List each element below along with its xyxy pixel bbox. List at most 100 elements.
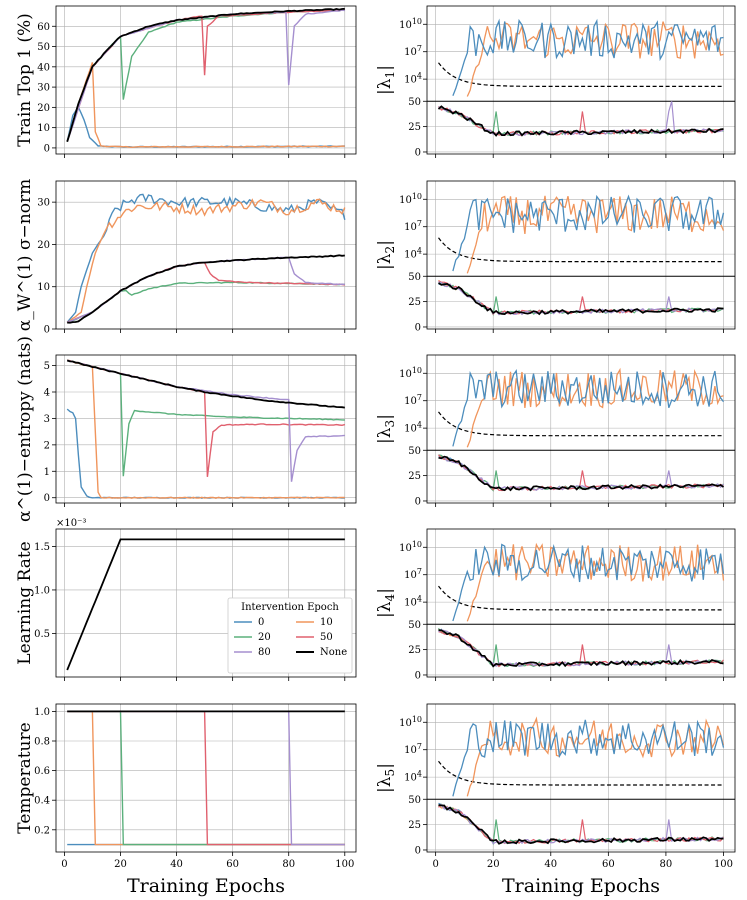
left-sigma-ylabel: α_W^(1) σ−norm <box>15 179 35 331</box>
legend-label-50: 50 <box>320 632 333 643</box>
right-lambda4-upper-series-0 <box>452 543 725 622</box>
left-lr-ylabel: Learning Rate <box>15 541 35 664</box>
left-lr-series-None <box>66 538 345 671</box>
right-lambda2-lower-ytick-label-1: 25 <box>408 297 421 308</box>
left-sigma-series-80 <box>66 256 345 324</box>
left-entropy-ylabel: α^(1)−entropy (nats) <box>15 336 35 522</box>
legend-title: Intervention Epoch <box>241 602 339 613</box>
left-lr-ytick-label-2: 1.5 <box>34 542 50 553</box>
right-lambda3-upper-ytick-label-2: 1010 <box>399 366 422 380</box>
left-temp-frame <box>55 703 357 853</box>
right-lambda1-ylabel: |λ1| <box>375 65 397 95</box>
right-lambda3-lower-ytick-label-1: 25 <box>408 471 421 482</box>
left-sigma-series-20 <box>67 281 345 323</box>
left-entropy-ytick-label-5: 5 <box>44 361 50 372</box>
right-lambda5-xtick-label-60: 60 <box>602 859 615 870</box>
right-lambda3-lower-series-20 <box>438 454 724 492</box>
left-temp-xtick-label-0: 0 <box>61 859 67 870</box>
left-entropy-ytick-label-3: 3 <box>44 414 50 425</box>
left-train-ytick-label-5: 50 <box>37 42 50 53</box>
right-lambda5-lower-ytick-label-1: 25 <box>408 820 421 831</box>
left-sigma-frame <box>55 180 357 330</box>
right-lambda3-upper-series-None <box>438 411 724 437</box>
left-train-ytick-label-0: 0 <box>44 143 50 154</box>
right-lambda2-frame <box>426 180 736 330</box>
left-temp-ytick-label-0: 0.2 <box>34 825 50 836</box>
legend: Intervention Epoch 0 10 20 50 80 None <box>227 597 353 674</box>
left-train-series-50 <box>66 9 345 142</box>
legend-label-0: 0 <box>258 617 264 628</box>
right-lambda5-xtick-label-100: 100 <box>714 859 733 870</box>
right-lambda1-upper-series-0 <box>452 18 724 96</box>
left-sigma-series-50 <box>66 261 345 323</box>
right-lambda1-upper-ytick-label-2: 1010 <box>399 17 422 31</box>
left-lr-ytick-label-0: 0.5 <box>34 629 50 640</box>
right-lambda5-lower-series-50 <box>438 804 724 845</box>
left-entropy-series-None <box>66 359 345 409</box>
left-temp-xtick-label-60: 60 <box>226 859 239 870</box>
right-lambda1-upper-series-None <box>438 62 724 88</box>
right-lambda3-lower-series-None <box>438 455 725 492</box>
left-sigma-ytick-label-1: 10 <box>37 282 50 293</box>
right-lambda2-upper-series-0 <box>452 194 725 272</box>
right-lambda4-upper-ytick-label-2: 1010 <box>399 540 422 554</box>
right-lambda2-lower-series-None <box>438 282 724 316</box>
left-lr-ytick-label-1: 1.0 <box>34 585 50 596</box>
right-lambda5-xtick-label-40: 40 <box>544 859 557 870</box>
left-sigma-ytick-label-0: 0 <box>44 325 50 336</box>
right-lambda4-upper-series-None <box>438 585 724 611</box>
left-lr-yoffset-label: ×10⁻³ <box>56 518 86 529</box>
left-temp-ytick-label-3: 0.8 <box>34 737 50 748</box>
right-lambda1-lower-series-80 <box>438 101 724 136</box>
left-sigma-ytick-label-2: 20 <box>37 240 50 251</box>
left-train-series-0 <box>66 105 345 148</box>
left-entropy-ytick-label-1: 1 <box>44 467 50 478</box>
right-lambda1-lower-series-None <box>437 105 724 137</box>
right-lambda2-upper-series-None <box>438 237 724 263</box>
left-temp-ytick-label-1: 0.4 <box>34 796 50 807</box>
right-lambda4-lower-ytick-label-1: 25 <box>408 645 421 656</box>
legend-label-20: 20 <box>258 632 271 643</box>
left-train-ylabel: Train Top 1 (%) <box>15 13 35 147</box>
left-train-ytick-label-2: 20 <box>37 103 50 114</box>
right-lambda4-upper-ytick-label-0: 104 <box>404 595 422 609</box>
right-lambda5-lower-ytick-label-0: 0 <box>415 845 421 856</box>
right-lambda2-lower-ytick-label-0: 0 <box>415 322 421 333</box>
left-sigma-ytick-label-3: 30 <box>37 198 50 209</box>
left-lr-frame <box>55 528 357 678</box>
right-lambda3-upper-series-10 <box>466 367 724 448</box>
left-train-ytick-label-1: 10 <box>37 123 50 134</box>
left-train-series-20 <box>66 9 345 142</box>
right-lambda1-upper-series-10 <box>466 21 724 97</box>
right-lambda4-upper-ytick-label-1: 107 <box>404 567 422 581</box>
left-train-ytick-label-4: 40 <box>37 62 50 73</box>
right-lambda3-ylabel: |λ3| <box>375 414 397 444</box>
left-temp-series-50 <box>67 710 345 846</box>
left-temp-ylabel: Temperature <box>15 722 35 833</box>
left-temp-xtick-label-20: 20 <box>114 859 127 870</box>
left-temp-xtick-label-100: 100 <box>335 859 354 870</box>
right-lambda3-lower-ytick-label-2: 50 <box>408 446 421 457</box>
left-sigma-series-10 <box>66 198 346 324</box>
left-temp-xtick-label-40: 40 <box>170 859 183 870</box>
right-lambda2-lower-ytick-label-2: 50 <box>408 272 421 283</box>
legend-box <box>227 597 353 674</box>
right-lambda2-upper-ytick-label-2: 1010 <box>399 192 422 206</box>
left-train-series-None <box>66 7 345 142</box>
right-lambda3-lower-series-50 <box>438 454 724 492</box>
left-train-series-80 <box>66 9 345 142</box>
left-xlabel: Training Epochs <box>127 875 285 897</box>
right-lambda4-lower-ytick-label-0: 0 <box>415 670 421 681</box>
left-temp-ytick-label-2: 0.6 <box>34 766 50 777</box>
right-lambda1-lower-ytick-label-2: 50 <box>408 97 421 108</box>
right-lambda3-upper-series-0 <box>452 368 725 447</box>
left-temp-ytick-label-4: 1.0 <box>34 707 50 718</box>
right-lambda5-frame <box>426 703 736 853</box>
right-lambda5-upper-series-0 <box>452 719 725 797</box>
right-lambda5-xtick-label-20: 20 <box>487 859 500 870</box>
right-lambda5-lower-ytick-label-2: 50 <box>408 795 421 806</box>
right-lambda5-xtick-label-0: 0 <box>432 859 438 870</box>
right-lambda4-ylabel: |λ4| <box>375 588 397 618</box>
legend-label-10: 10 <box>320 617 333 628</box>
